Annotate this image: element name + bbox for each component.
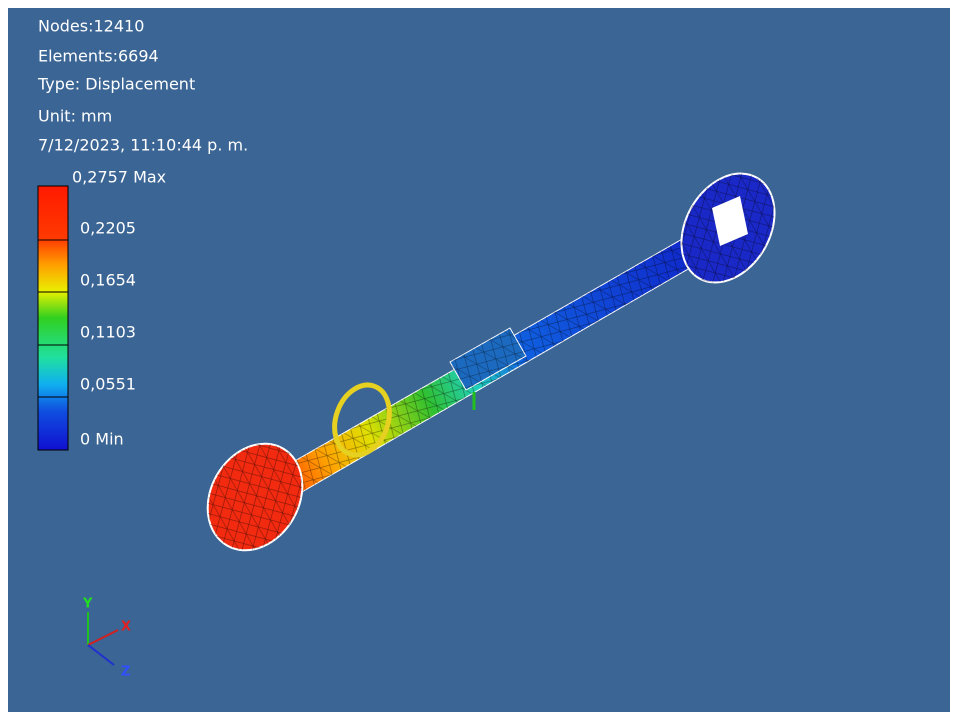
page: Nodes:12410 Elements:6694 Type: Displace… [0, 0, 959, 724]
info-date: 7/12/2023, 11:10:44 p. m. [38, 136, 248, 155]
legend-label: 0,0551 [80, 375, 136, 394]
triad-z-label: Z [121, 665, 130, 680]
legend-label: 0,2205 [80, 219, 136, 238]
info-type: Type: Displacement [37, 75, 195, 94]
legend-label: 0,2757 Max [72, 168, 166, 187]
info-elements: Elements:6694 [38, 47, 159, 66]
info-nodes: Nodes:12410 [38, 17, 144, 36]
info-unit: Unit: mm [38, 107, 112, 126]
legend-label: 0 Min [80, 430, 124, 449]
triad-x-label: X [121, 620, 131, 635]
triad-y-label: Y [82, 597, 93, 612]
legend-bar [38, 186, 68, 450]
viewport: Nodes:12410 Elements:6694 Type: Displace… [0, 0, 959, 724]
legend-label: 0,1654 [80, 271, 136, 290]
legend-label: 0,1103 [80, 323, 136, 342]
